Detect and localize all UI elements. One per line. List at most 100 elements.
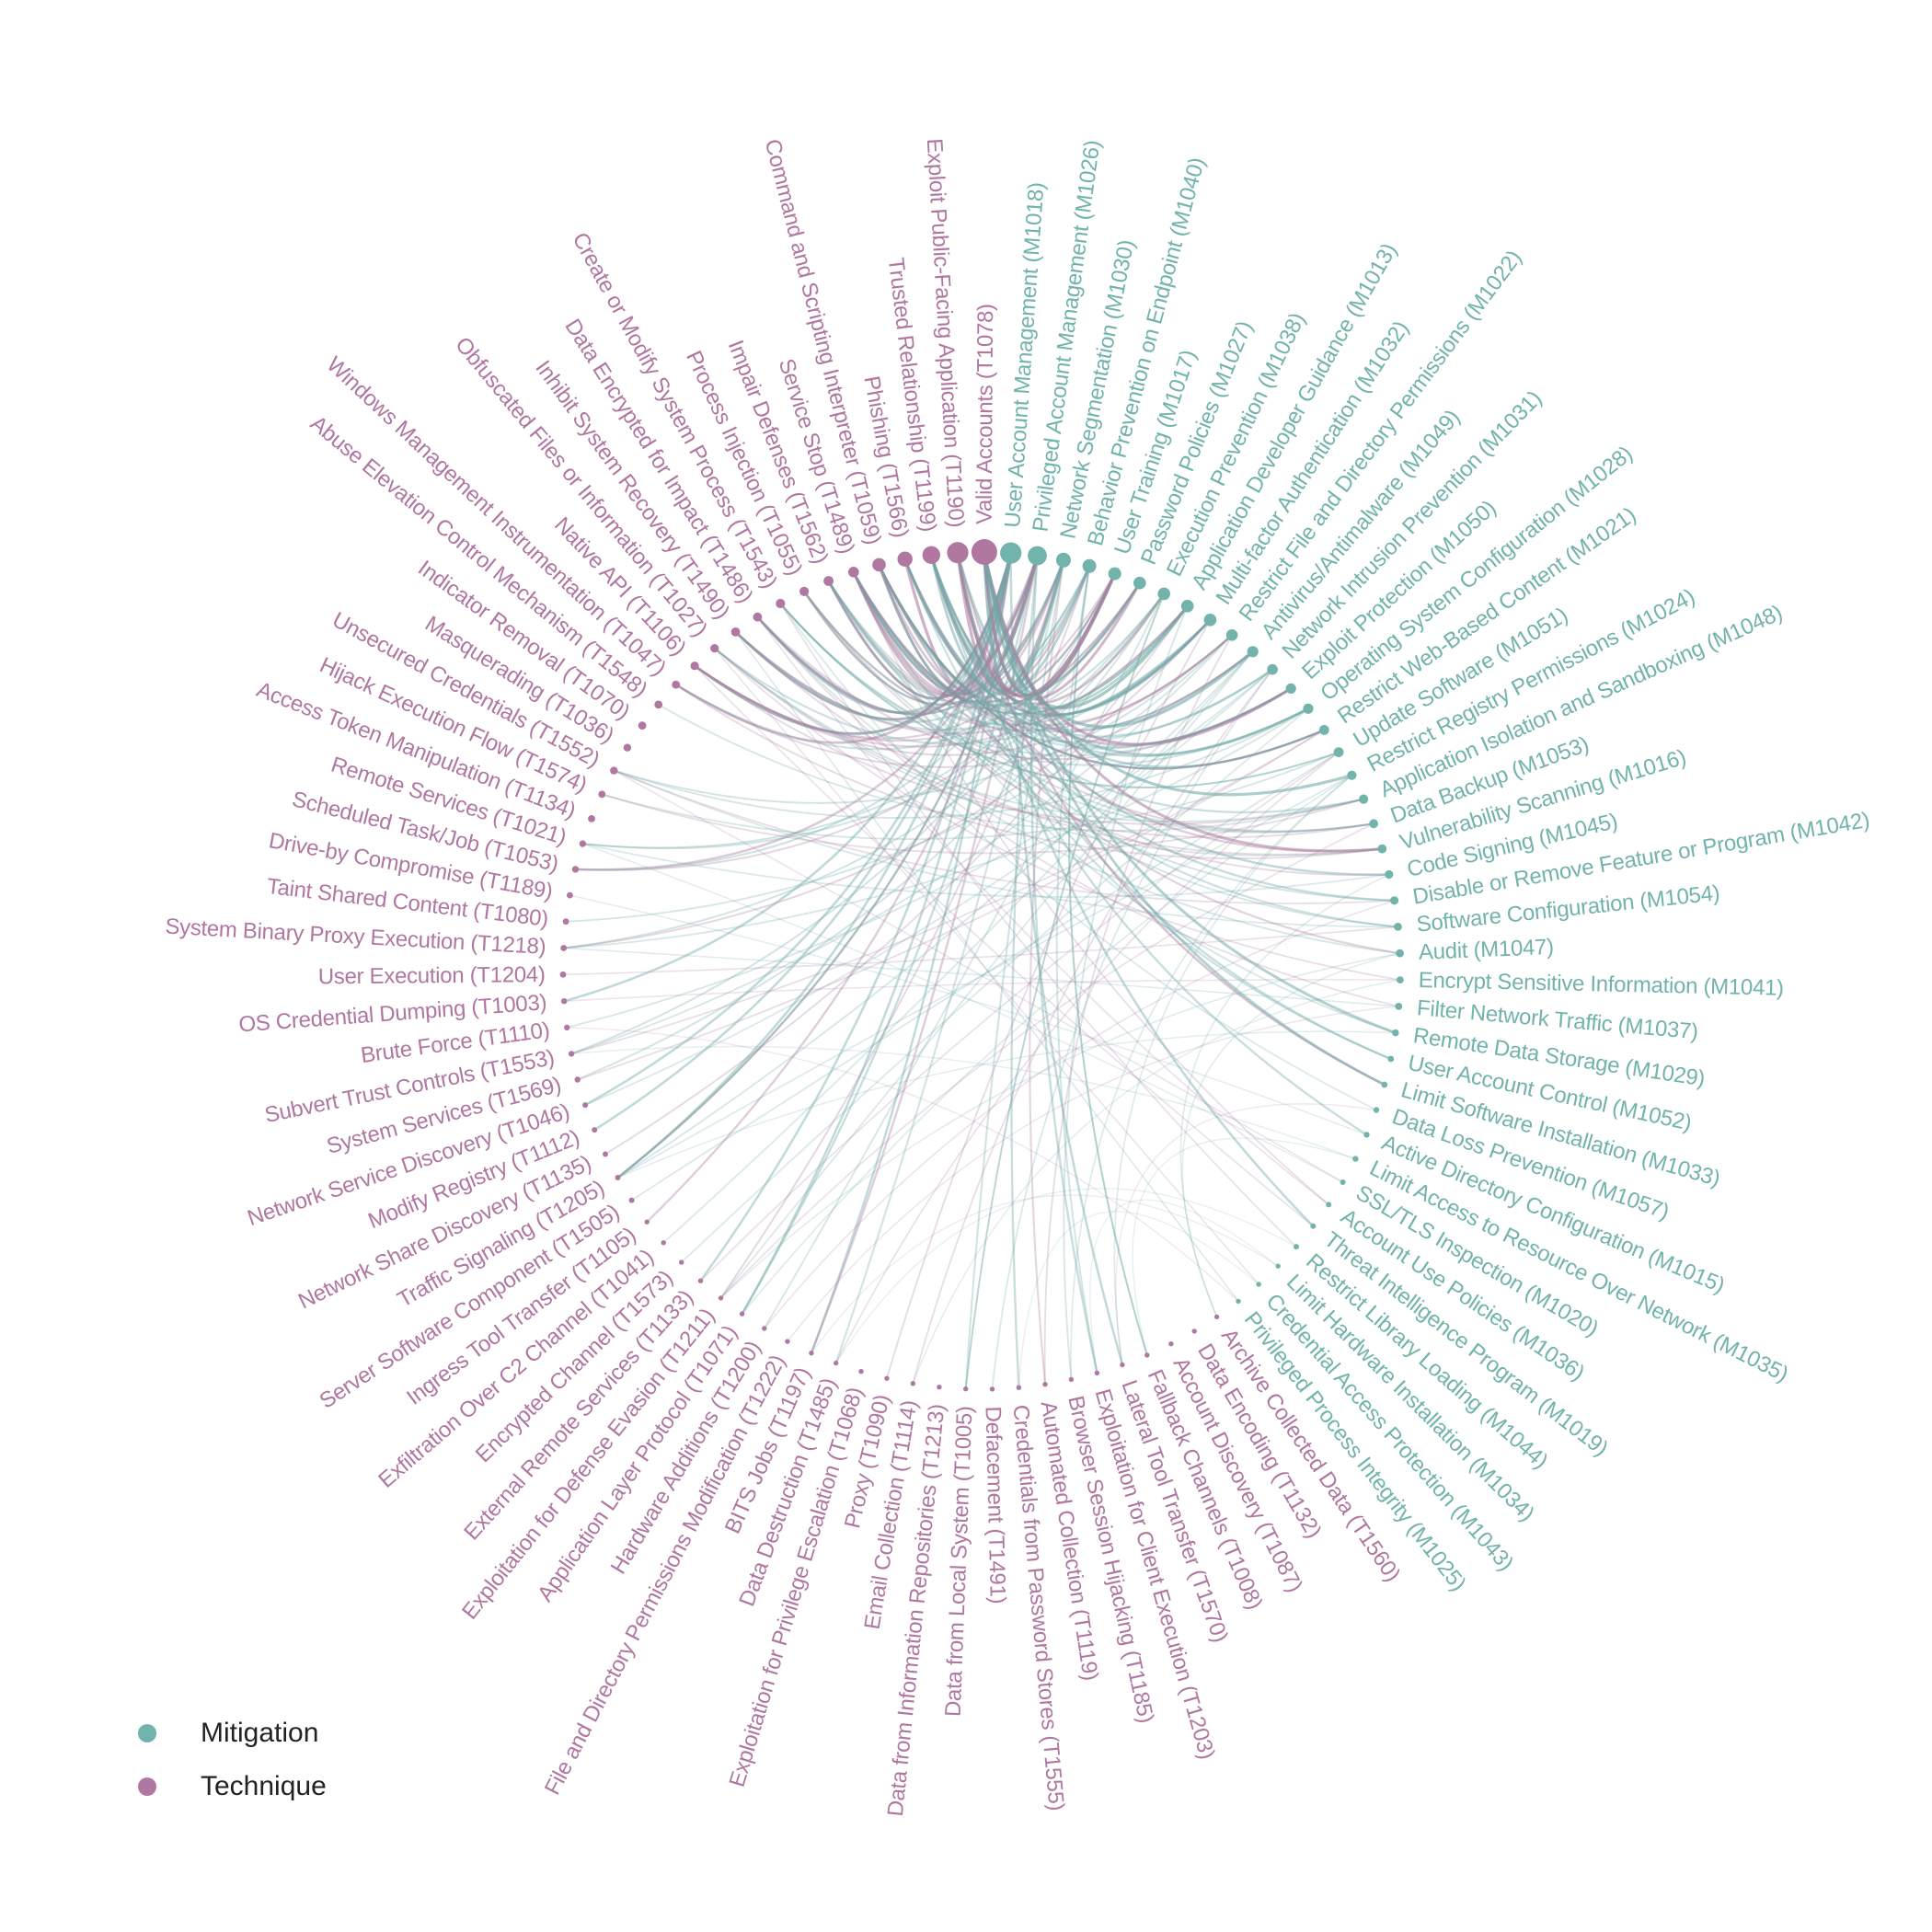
technique-node-dot[interactable]: [710, 644, 719, 653]
mitigation-node-dot[interactable]: [1326, 1202, 1332, 1208]
mitigation-node-dot[interactable]: [1275, 1263, 1281, 1269]
mitigation-node-dot[interactable]: [1397, 976, 1404, 983]
mitigation-node-dot[interactable]: [1340, 1179, 1346, 1185]
technique-node-dot[interactable]: [564, 1024, 570, 1031]
technique-node-dot[interactable]: [1144, 1352, 1150, 1358]
link-edge: [929, 554, 1091, 696]
technique-node-dot[interactable]: [753, 612, 763, 622]
technique-node-dot[interactable]: [1042, 1382, 1048, 1387]
technique-node-dot[interactable]: [1191, 1328, 1197, 1334]
mitigation-node-dot[interactable]: [1133, 576, 1146, 590]
mitigation-node-dot[interactable]: [1082, 558, 1097, 573]
technique-node-dot[interactable]: [615, 1175, 621, 1180]
mitigation-node-dot[interactable]: [1377, 844, 1387, 854]
technique-node-dot[interactable]: [603, 1151, 608, 1157]
technique-node-dot[interactable]: [1168, 1341, 1174, 1347]
mitigation-node-dot[interactable]: [1395, 1003, 1403, 1010]
technique-node-dot[interactable]: [776, 598, 786, 609]
mitigation-node-dot[interactable]: [1303, 703, 1314, 714]
mitigation-node-dot[interactable]: [1028, 546, 1047, 566]
technique-node-dot[interactable]: [963, 1386, 969, 1392]
technique-node-dot[interactable]: [937, 1385, 942, 1390]
mitigation-node-dot[interactable]: [1394, 923, 1402, 931]
mitigation-node-dot[interactable]: [1318, 725, 1329, 735]
technique-node-dot[interactable]: [858, 1369, 864, 1374]
mitigation-node-dot[interactable]: [1352, 1156, 1359, 1162]
mitigation-node-dot[interactable]: [1385, 869, 1394, 880]
technique-node-dot[interactable]: [947, 542, 969, 564]
technique-node-dot[interactable]: [971, 539, 997, 565]
technique-node-dot[interactable]: [834, 1360, 839, 1366]
technique-node-dot[interactable]: [579, 840, 587, 847]
mitigation-node-dot[interactable]: [1333, 747, 1344, 757]
technique-node-dot[interactable]: [672, 680, 681, 689]
technique-node-dot[interactable]: [922, 546, 940, 564]
technique-node-dot[interactable]: [1094, 1370, 1100, 1376]
technique-node-dot[interactable]: [588, 815, 595, 822]
technique-node-dot[interactable]: [1120, 1362, 1125, 1368]
technique-node-dot[interactable]: [989, 1386, 995, 1392]
technique-node-dot[interactable]: [697, 1278, 704, 1283]
technique-node-dot[interactable]: [739, 1311, 745, 1317]
technique-node-dot[interactable]: [661, 1240, 666, 1246]
mitigation-node-dot[interactable]: [1055, 552, 1071, 568]
technique-node-dot[interactable]: [567, 891, 573, 899]
mitigation-node-dot[interactable]: [1294, 1244, 1299, 1250]
technique-node-dot[interactable]: [592, 1127, 598, 1133]
technique-node-dot[interactable]: [1213, 1314, 1220, 1320]
mitigation-node-dot[interactable]: [1387, 1055, 1395, 1063]
mitigation-node-dot[interactable]: [1180, 600, 1194, 613]
mitigation-node-dot[interactable]: [1108, 567, 1121, 581]
mitigation-node-dot[interactable]: [1225, 629, 1238, 641]
technique-node-dot[interactable]: [884, 1375, 890, 1381]
mitigation-node-dot[interactable]: [1363, 1132, 1370, 1138]
technique-node-dot[interactable]: [897, 551, 913, 567]
mitigation-node-dot[interactable]: [1256, 1282, 1261, 1287]
technique-node-dot[interactable]: [809, 1351, 814, 1356]
mitigation-node-dot[interactable]: [1285, 683, 1296, 695]
mitigation-node-dot[interactable]: [1000, 542, 1022, 564]
mitigation-node-dot[interactable]: [1390, 896, 1399, 905]
technique-node-dot[interactable]: [785, 1339, 790, 1344]
technique-node-dot[interactable]: [872, 558, 886, 572]
technique-node-dot[interactable]: [559, 971, 567, 978]
mitigation-node-dot[interactable]: [1359, 794, 1369, 804]
mitigation-node-dot[interactable]: [1392, 1029, 1399, 1037]
mitigation-node-dot[interactable]: [1310, 1223, 1317, 1229]
technique-node-dot[interactable]: [638, 721, 647, 730]
mitigation-node-dot[interactable]: [1381, 1081, 1388, 1088]
technique-node-dot[interactable]: [654, 700, 663, 709]
mitigation-node-dot[interactable]: [1157, 587, 1170, 601]
mitigation-node-dot[interactable]: [1347, 770, 1357, 780]
technique-node-dot[interactable]: [679, 1259, 684, 1265]
technique-node-dot[interactable]: [560, 945, 568, 951]
technique-node-dot[interactable]: [910, 1381, 915, 1386]
mitigation-node-dot[interactable]: [1396, 949, 1404, 958]
mitigation-node-dot[interactable]: [1373, 1107, 1380, 1113]
technique-node-dot[interactable]: [799, 586, 810, 597]
technique-node-dot[interactable]: [730, 627, 741, 637]
technique-node-dot[interactable]: [623, 743, 632, 752]
technique-node-dot[interactable]: [568, 1051, 575, 1057]
technique-node-dot[interactable]: [690, 661, 699, 671]
mitigation-node-dot[interactable]: [1267, 663, 1278, 675]
technique-node-dot[interactable]: [561, 998, 568, 1005]
technique-node-dot[interactable]: [848, 567, 859, 578]
technique-node-dot[interactable]: [582, 1102, 589, 1109]
technique-node-dot[interactable]: [1068, 1376, 1075, 1383]
technique-node-dot[interactable]: [571, 866, 580, 873]
technique-node-dot[interactable]: [644, 1219, 650, 1225]
technique-node-dot[interactable]: [628, 1197, 635, 1203]
technique-node-dot[interactable]: [762, 1326, 767, 1331]
technique-node-dot[interactable]: [610, 766, 618, 775]
mitigation-node-dot[interactable]: [1369, 819, 1378, 829]
technique-node-dot[interactable]: [562, 918, 569, 926]
mitigation-node-dot[interactable]: [1203, 614, 1217, 627]
technique-node-dot[interactable]: [718, 1295, 724, 1301]
technique-node-dot[interactable]: [574, 1076, 581, 1083]
technique-node-dot[interactable]: [823, 576, 834, 586]
mitigation-node-dot[interactable]: [1236, 1298, 1241, 1305]
technique-node-dot[interactable]: [598, 790, 606, 799]
technique-node-dot[interactable]: [1016, 1385, 1022, 1390]
mitigation-node-dot[interactable]: [1247, 646, 1259, 658]
